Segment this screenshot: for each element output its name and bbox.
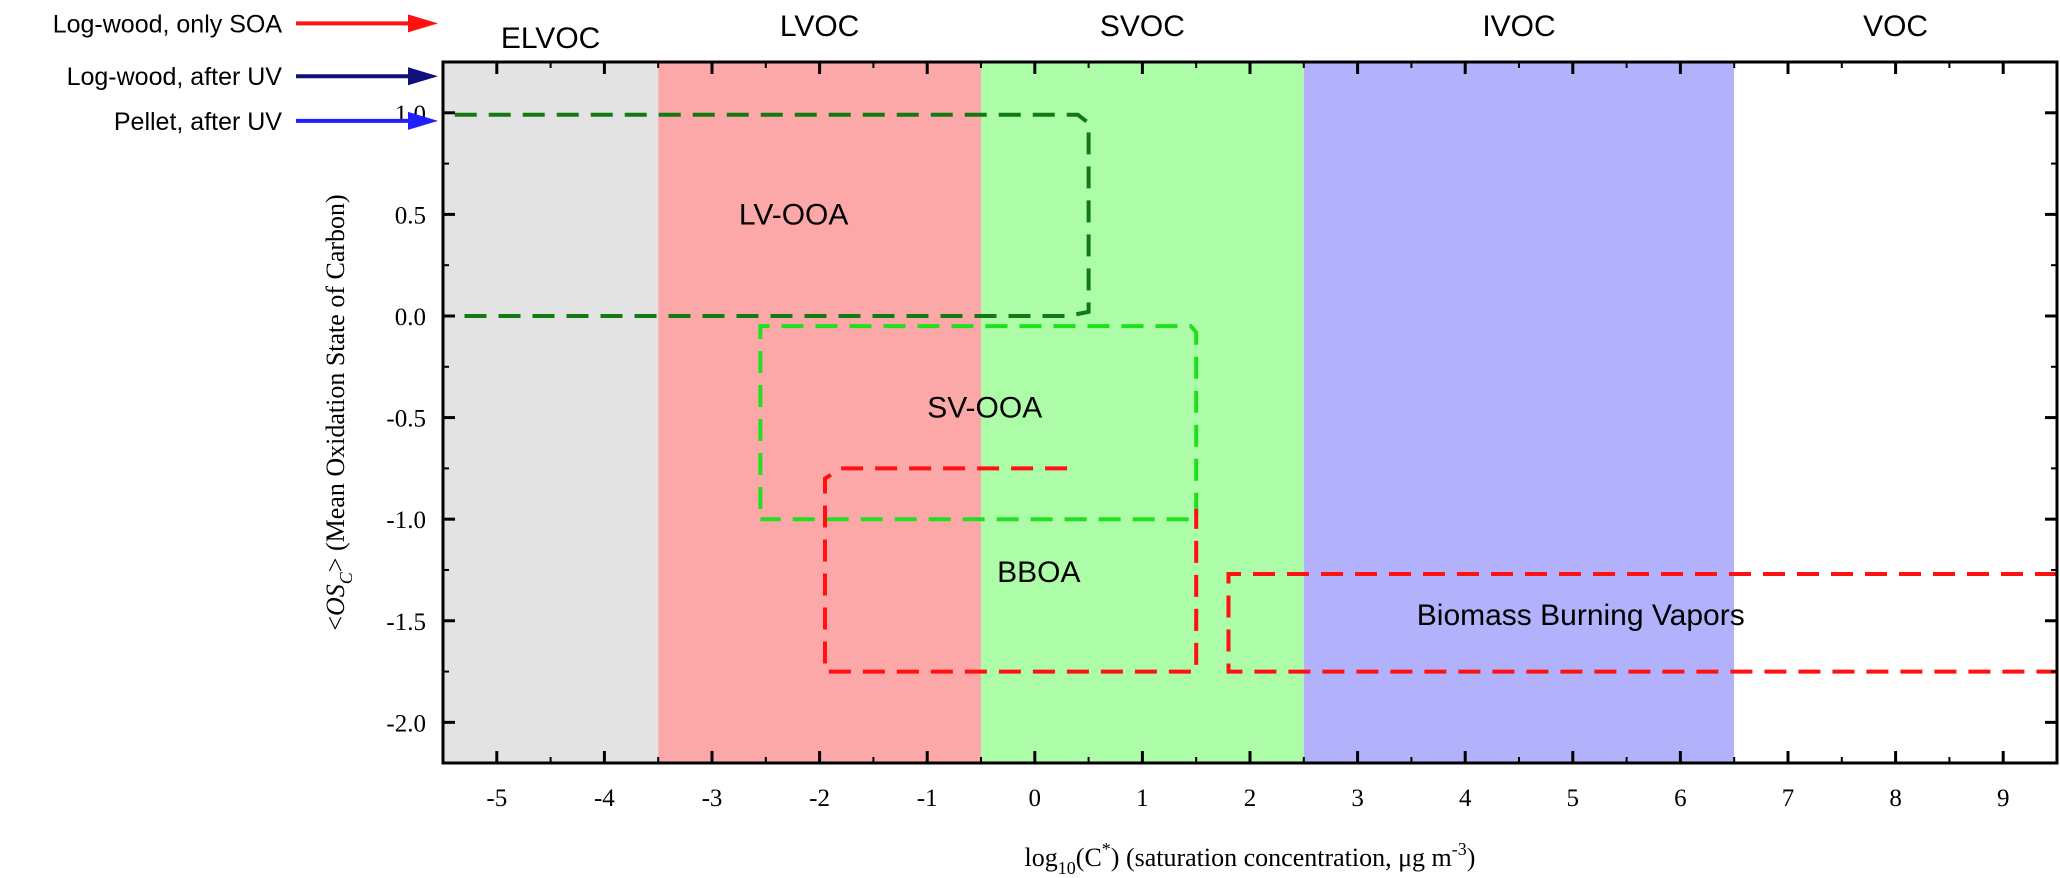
band-ivoc [1303, 62, 1735, 763]
legend: Log-wood, only SOA Log-wood, after UV Pell… [53, 10, 438, 136]
x-tick-label: -5 [486, 785, 507, 812]
x-tick-label: 1 [1136, 785, 1149, 812]
region-labels: LV-OOA SV-OOA BBOA Biomass Burning Vapors [739, 199, 1745, 632]
band-svoc [981, 62, 1304, 763]
x-tick-label: 8 [1889, 785, 1902, 812]
band-label-voc: VOC [1863, 10, 1928, 43]
legend-label-log-wood-after-uv: Log-wood, after UV [67, 63, 283, 91]
legend-label-pellet-after-uv: Pellet, after UV [114, 108, 282, 136]
region-label-lv-ooa: LV-OOA [739, 199, 848, 232]
y-tick-label: -2.0 [386, 710, 426, 737]
y-tick-label: 0.5 [395, 202, 426, 229]
y-tick-label: -1.0 [386, 507, 426, 534]
band-lvoc [658, 62, 981, 763]
region-bboa-outline [823, 466, 1199, 674]
x-tick-label: 6 [1674, 785, 1687, 812]
x-tick-label: 0 [1029, 785, 1042, 812]
region-biomass-burning-vapors-outline [1226, 572, 2057, 674]
x-tick-label: 3 [1351, 785, 1364, 812]
band-voc [1734, 62, 2057, 763]
band-label-lvoc: LVOC [780, 10, 859, 43]
x-tick-label: -4 [594, 785, 615, 812]
region-label-biomass-burning-vapors: Biomass Burning Vapors [1417, 599, 1745, 632]
legend-arrow-head [408, 67, 438, 86]
legend-arrow-head [408, 111, 438, 130]
band-labels: ELVOC LVOC SVOC IVOC VOC [501, 10, 1928, 55]
band-label-ivoc: IVOC [1482, 10, 1555, 43]
y-axis-ticks: -2.0-1.5-1.0-0.50.00.51.0 [386, 61, 2057, 737]
x-tick-label: 2 [1244, 785, 1257, 812]
x-tick-label: -1 [917, 785, 938, 812]
region-label-bboa: BBOA [997, 556, 1080, 589]
band-elvoc [443, 62, 659, 763]
x-tick-label: 9 [1997, 785, 2010, 812]
x-axis-label: log10(C*) (saturation concentration, μg … [1025, 839, 1476, 878]
region-label-sv-ooa: SV-OOA [927, 392, 1042, 425]
x-axis-ticks: -5 -4 -3 -2 -1 0 1 2 3 4 5 6 7 8 9 [486, 62, 2009, 812]
y-tick-label: 0.0 [395, 304, 426, 331]
x-tick-label: -2 [809, 785, 830, 812]
x-tick-label: 5 [1567, 785, 1580, 812]
region-lv-ooa-outline [443, 112, 1091, 318]
x-tick-label: 4 [1459, 785, 1472, 812]
y-axis-label: <OSC> (Mean Oxidation State of Carbon) [321, 194, 356, 630]
band-label-elvoc: ELVOC [501, 22, 600, 55]
volatility-bands [443, 62, 2057, 763]
y-tick-label: -1.5 [386, 609, 426, 636]
oa-regions [443, 112, 2057, 674]
legend-arrow-head [408, 14, 438, 33]
band-label-svoc: SVOC [1100, 10, 1185, 43]
y-tick-label: -0.5 [386, 406, 426, 433]
x-tick-label: 7 [1782, 785, 1795, 812]
region-sv-ooa-outline [758, 324, 1199, 522]
x-tick-label: -3 [702, 785, 723, 812]
legend-label-log-wood-only-soa: Log-wood, only SOA [53, 10, 283, 38]
